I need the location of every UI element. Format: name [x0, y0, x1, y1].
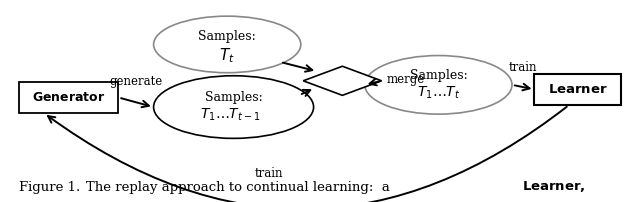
Text: merge: merge	[387, 73, 426, 86]
Text: train: train	[509, 61, 538, 74]
Text: Samples:: Samples:	[205, 92, 262, 104]
Text: The replay approach to continual learning:  a: The replay approach to continual learnin…	[86, 181, 394, 194]
FancyBboxPatch shape	[19, 82, 118, 113]
Text: $\mathbf{Learner}$: $\mathbf{Learner}$	[548, 83, 607, 96]
Polygon shape	[303, 66, 381, 95]
Text: $\mathbf{Generator}$: $\mathbf{Generator}$	[32, 91, 106, 104]
Text: $\mathbf{Learner,}$: $\mathbf{Learner,}$	[522, 179, 585, 194]
Text: $T_1{\ldots}T_t$: $T_1{\ldots}T_t$	[417, 85, 460, 101]
Text: generate: generate	[109, 75, 163, 88]
Text: $T_t$: $T_t$	[220, 46, 235, 65]
Ellipse shape	[365, 56, 512, 114]
Text: $T_1{\ldots}T_{t-1}$: $T_1{\ldots}T_{t-1}$	[200, 107, 260, 123]
Text: train: train	[255, 167, 283, 180]
FancyBboxPatch shape	[534, 74, 621, 105]
Ellipse shape	[154, 76, 314, 138]
Ellipse shape	[154, 16, 301, 73]
Text: Figure 1.: Figure 1.	[19, 181, 81, 194]
Text: Samples:: Samples:	[198, 30, 256, 43]
Text: Samples:: Samples:	[410, 69, 467, 82]
